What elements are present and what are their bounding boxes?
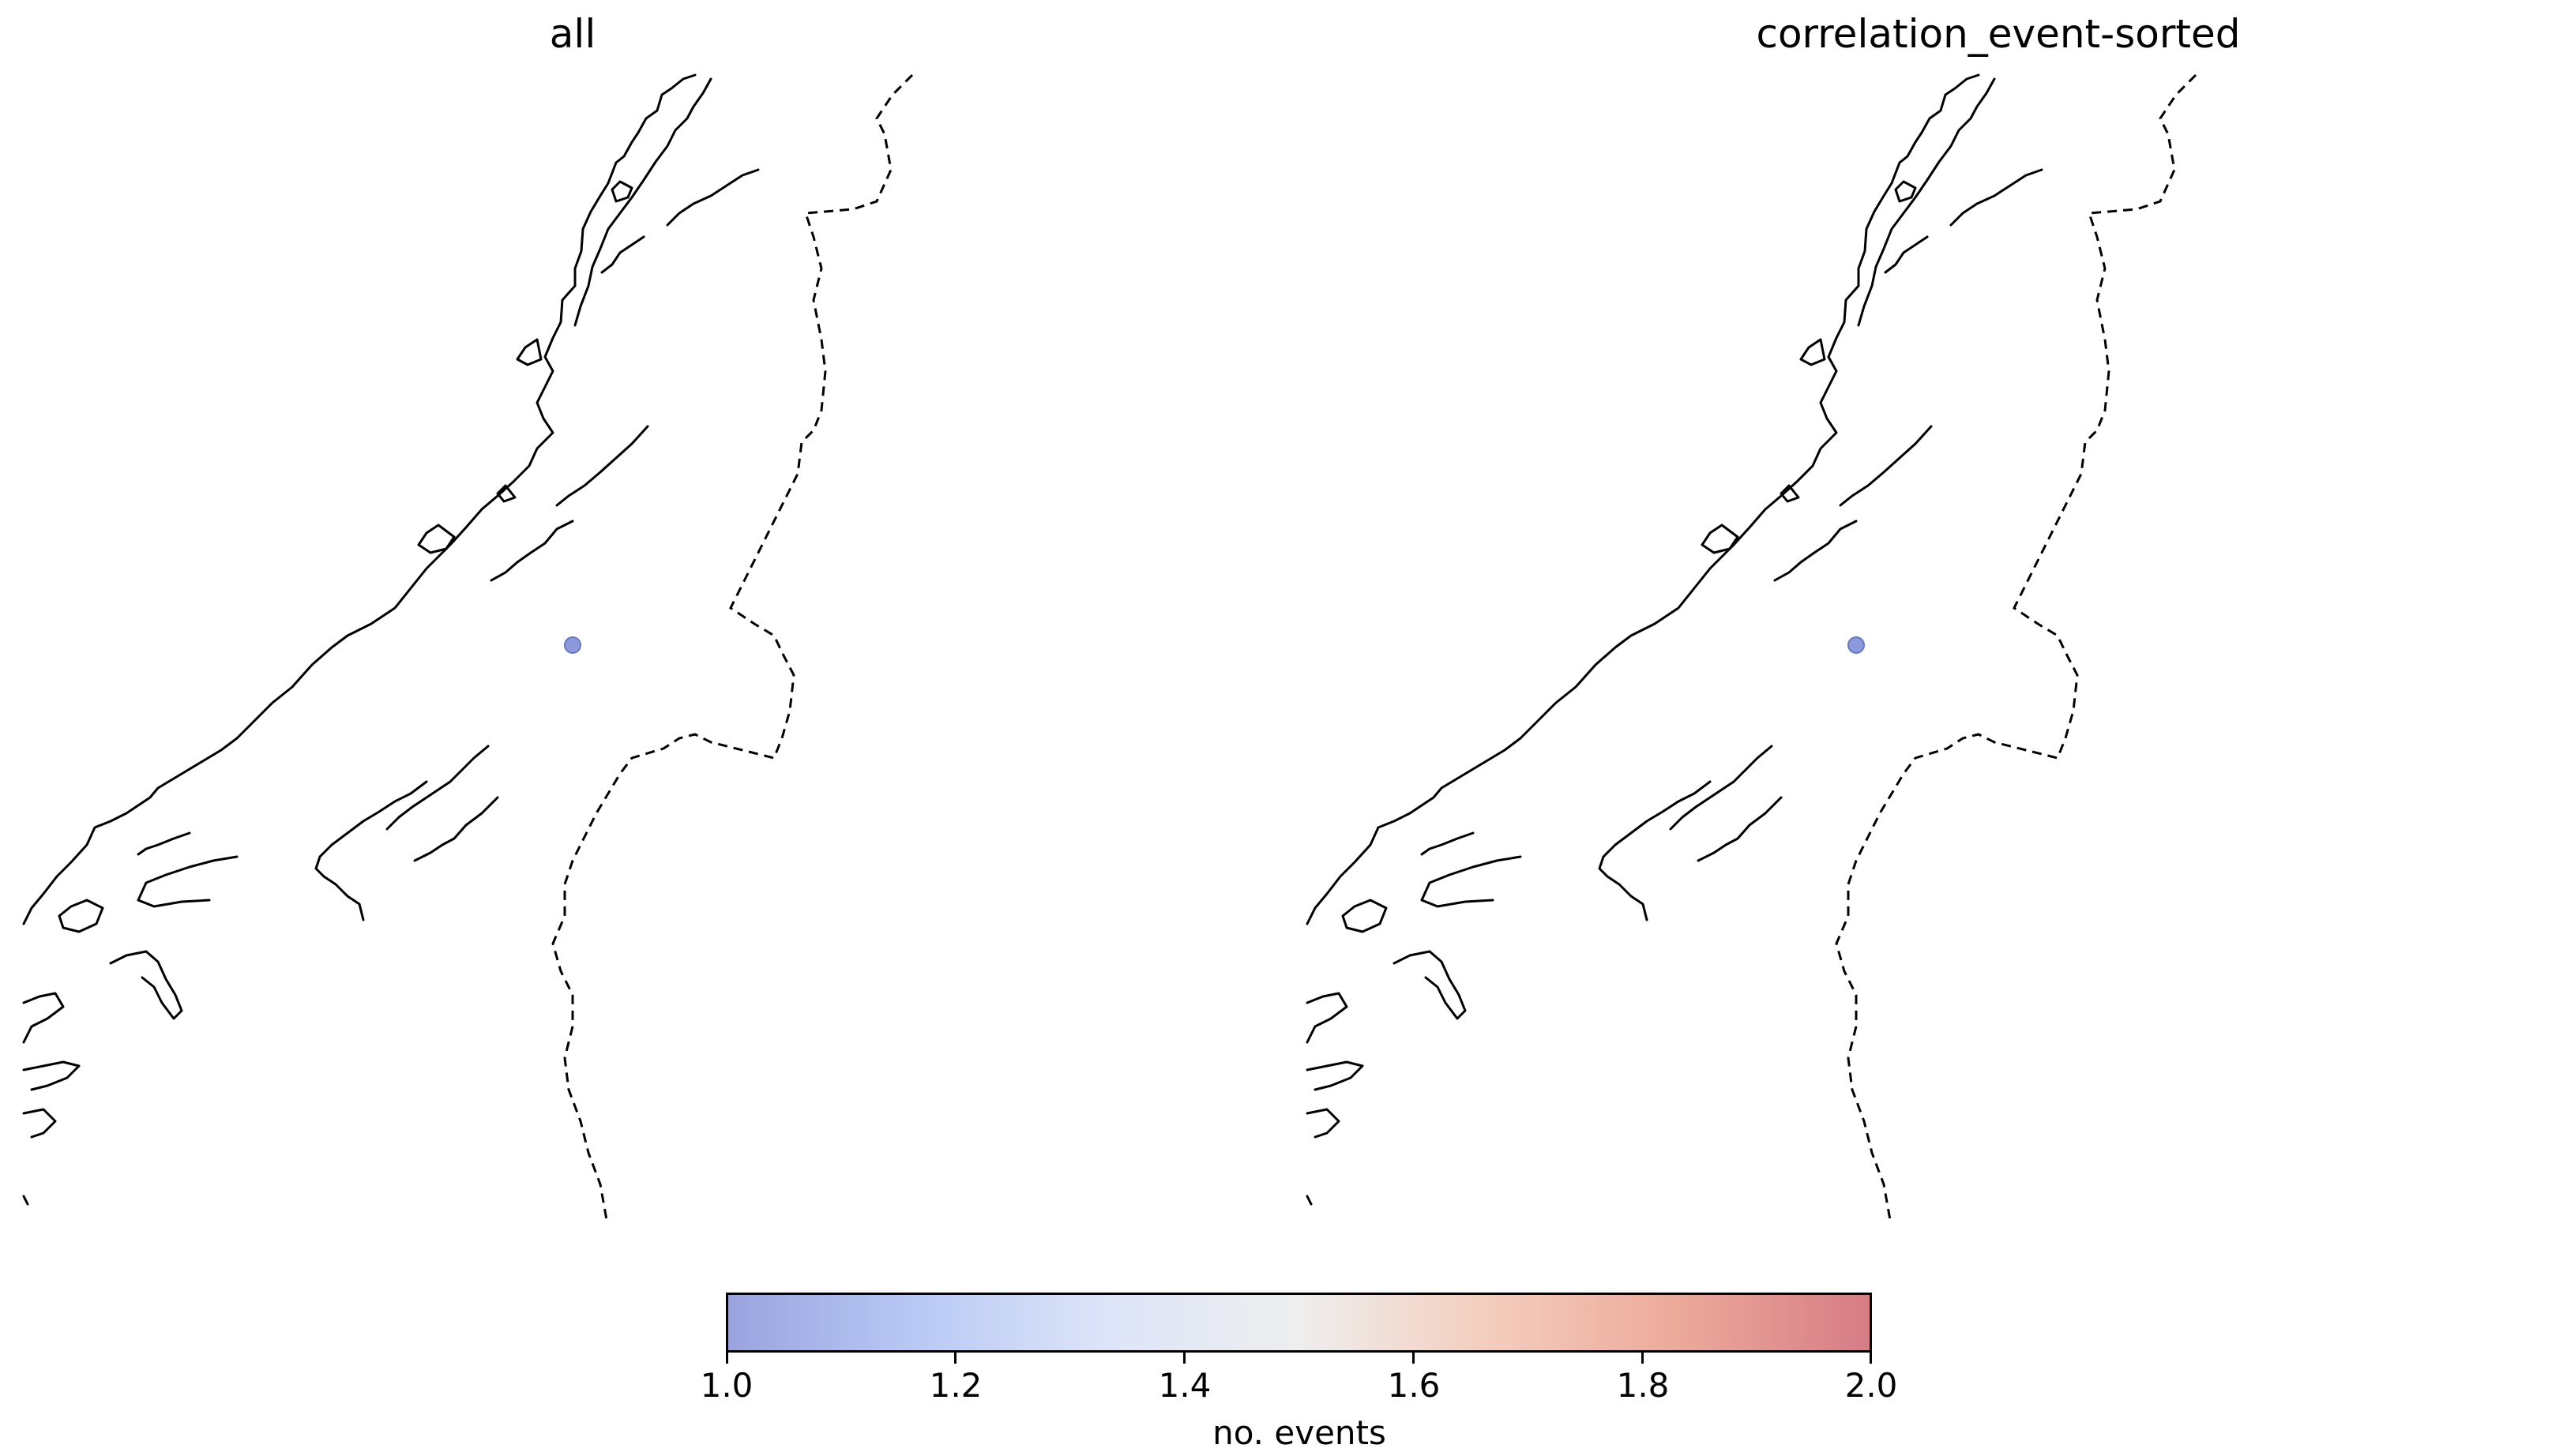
colorbar-tick-label: 2.0: [1844, 1366, 1898, 1405]
colorbar-tick: [726, 1353, 728, 1364]
national-border: [551, 73, 914, 1221]
colorbar-tick-label: 1.2: [929, 1366, 983, 1405]
national-border: [1835, 73, 2197, 1221]
colorbar: [726, 1293, 1872, 1353]
colorbar-label: no. events: [1212, 1413, 1386, 1452]
colorbar-tick: [1870, 1353, 1872, 1364]
panel-title-all: all: [549, 11, 596, 57]
coastline: [1306, 73, 2043, 1206]
colorbar-tick-label: 1.6: [1387, 1366, 1441, 1405]
colorbar-tick-label: 1.8: [1616, 1366, 1670, 1405]
coastline: [22, 73, 760, 1206]
event-marker[interactable]: [1847, 636, 1865, 654]
colorbar-tick: [1183, 1353, 1186, 1364]
colorbar-tick-label: 1.4: [1158, 1366, 1212, 1405]
colorbar-tick: [1412, 1353, 1415, 1364]
colorbar-tick-label: 1.0: [700, 1366, 754, 1405]
event-marker[interactable]: [564, 636, 581, 654]
colorbar-tick: [954, 1353, 957, 1364]
colorbar-tick: [1641, 1353, 1644, 1364]
panel-title-correlation-event-sorted: correlation_event-sorted: [1756, 11, 2241, 57]
map-panel-correlation-event-sorted: [1306, 73, 2197, 1221]
map-panel-all: [22, 73, 914, 1221]
